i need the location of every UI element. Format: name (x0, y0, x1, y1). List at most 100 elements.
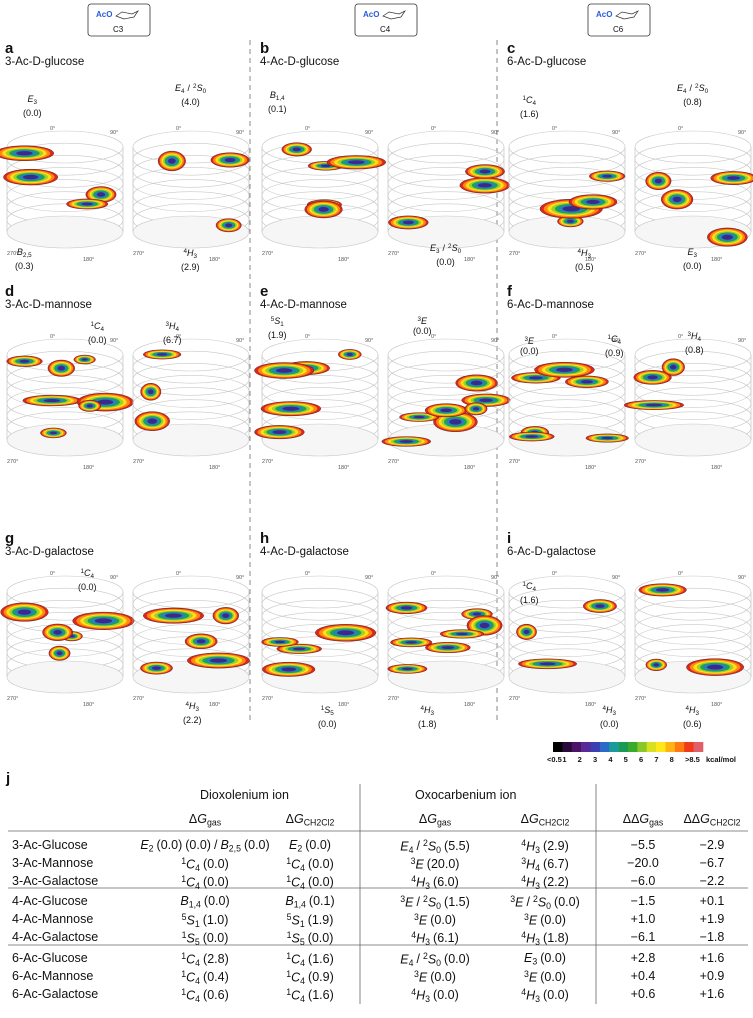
layer-disc (6, 612, 124, 645)
heat-blob (168, 158, 176, 164)
table-cell: +1.9 (699, 912, 725, 926)
panel-letter: d (5, 283, 15, 300)
label-part: 4 (300, 976, 306, 986)
layer-disc (6, 167, 124, 200)
angle-label: 0° (678, 334, 684, 340)
label-part: B (285, 894, 294, 908)
column-header: ΔGgas (419, 812, 451, 828)
label-part: C (186, 970, 196, 985)
angle-label: 90° (110, 575, 119, 581)
label-part: (0.0) (305, 838, 331, 852)
angle-label: 180° (464, 702, 476, 708)
layer-disc (387, 587, 505, 621)
label-part: 1 (90, 321, 94, 328)
label-part: C (611, 334, 618, 345)
heat-blob (525, 435, 539, 438)
heat-blob (586, 199, 600, 204)
label-part: (5.5) (444, 839, 470, 854)
label-part: 4 (685, 705, 689, 712)
label-part: gas (649, 817, 664, 828)
layer-disc (261, 167, 379, 200)
heat-blob (318, 207, 329, 212)
table-cell: 4H3 (1.8) (521, 930, 568, 947)
layer-disc (634, 575, 752, 609)
label-part: E (418, 970, 428, 985)
angle-label: 180° (338, 465, 350, 471)
label-part: Δ (285, 812, 294, 826)
label-part: (2.2) (183, 715, 202, 726)
panel-letter: e (260, 283, 269, 300)
label-part: / (416, 952, 420, 967)
layer-disc (634, 142, 752, 176)
layer-disc (387, 130, 505, 164)
label-part: 4 (535, 863, 541, 873)
table-cell: +1.6 (699, 987, 725, 1001)
layer-disc (6, 575, 124, 609)
header-group: AcO (96, 10, 113, 19)
label-part: (6.1) (433, 931, 459, 946)
heat-blob (479, 398, 493, 403)
label-part: 1 (286, 930, 292, 940)
label-part: 3 (195, 706, 200, 714)
label-part: 4 (195, 958, 201, 968)
label-part: (0.0) (203, 857, 229, 872)
label-part: 1 (286, 874, 292, 884)
colorbar-swatch (581, 742, 591, 752)
angle-label: 270° (7, 251, 19, 257)
label-part: 1 (181, 987, 187, 997)
angle-label: 270° (133, 459, 145, 465)
row-label: 3-Ac-Galactose (12, 874, 99, 888)
colorbar-unit: kcal/mol (706, 755, 737, 764)
layer-disc (508, 575, 626, 609)
table-cell: 1C4 (0.6) (181, 987, 228, 1004)
layer-disc (132, 575, 250, 609)
table-cell: B1,4 (0.1) (285, 894, 334, 910)
table-cell: 1C4 (2.8) (181, 951, 228, 968)
layer-disc (261, 575, 379, 609)
layer-disc (508, 587, 626, 621)
row-label: 6-Ac-Glucose (12, 951, 88, 965)
label-part: (1.6) (520, 595, 539, 606)
angle-label: 270° (388, 251, 400, 257)
label-part: G (197, 812, 207, 826)
heat-blob (17, 609, 32, 615)
label-part: (0.0) (683, 260, 702, 271)
label-part: H (689, 705, 696, 716)
colorbar-swatch (618, 742, 629, 752)
table-cell: +0.9 (699, 969, 725, 983)
conformer-label: 4H3 (2.2) (183, 700, 202, 725)
panel-letter: c (507, 40, 516, 57)
heat-blob (86, 404, 93, 408)
label-part: C (186, 875, 196, 890)
label-part: (0.0) (23, 107, 42, 118)
table-cell: 1C4 (0.0) (286, 856, 333, 873)
heat-blob (455, 632, 469, 636)
label-part: CH2Cl2 (538, 817, 570, 828)
label-part: C (94, 321, 101, 332)
table-cell: −2.2 (699, 874, 725, 888)
table-cell: −1.5 (630, 894, 656, 908)
label-part: 1 (607, 334, 611, 341)
label-part: 4 (183, 248, 187, 255)
heat-blob (224, 157, 236, 163)
angle-label: 270° (635, 251, 647, 257)
label-part: 4 (532, 100, 537, 108)
label-part: 0 (704, 88, 709, 96)
label-part: (0.0) (78, 582, 97, 593)
table-cell: 4H3 (0.0) (521, 987, 568, 1004)
label-part: H (187, 248, 194, 259)
angle-label: 0° (678, 571, 684, 577)
label-part: H (169, 321, 176, 332)
label-part: ΔΔ (683, 812, 701, 826)
label-part: 2 (422, 894, 428, 904)
label-part: (0.0) (308, 857, 334, 872)
label-part: C (291, 970, 301, 985)
layer-disc (508, 387, 626, 420)
heat-blob (562, 206, 581, 212)
label-part: 3 (535, 845, 541, 855)
label-part: 5 (299, 937, 305, 947)
angle-label: 180° (209, 702, 221, 708)
colorbar-swatch (646, 742, 657, 752)
label-part: 1 (280, 321, 284, 329)
